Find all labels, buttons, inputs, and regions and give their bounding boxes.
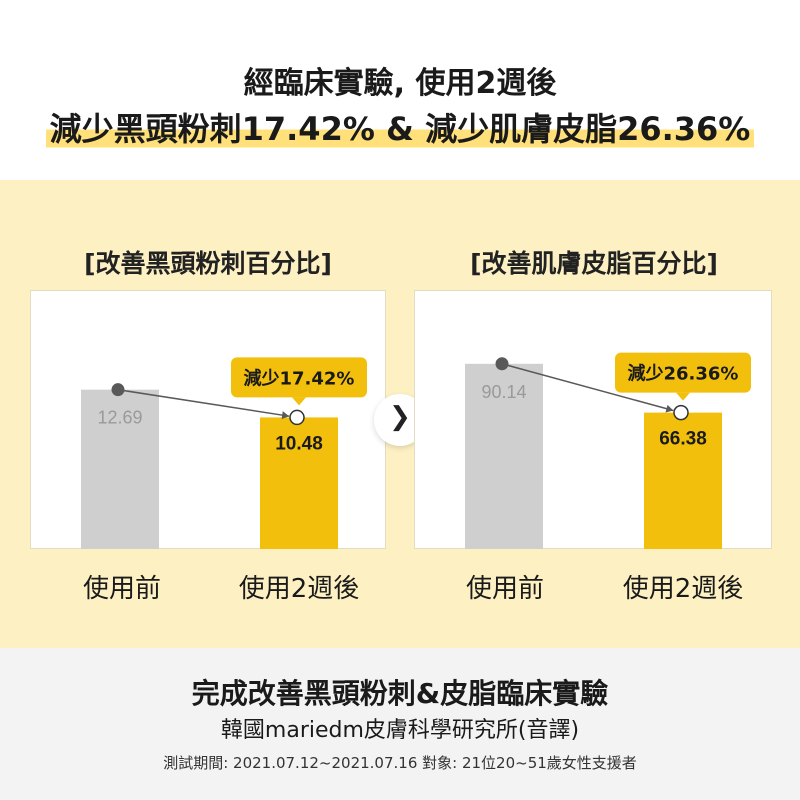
callout-tail-sebum — [676, 392, 690, 401]
chart-panel-sebum: 90.14 66.38 減少26.36% — [414, 290, 772, 549]
value-label-before-sebum: 90.14 — [481, 382, 526, 402]
callout-text-blackheads: 減少17.42% — [244, 367, 355, 389]
footer-source: 韓國mariedm皮膚科學研究所(音譯) — [220, 718, 580, 743]
chart-panel-blackheads: 12.69 10.48 減少17.42% — [30, 290, 386, 549]
chart-title-blackheads: [改善黑頭粉刺百分比] — [84, 249, 332, 278]
footer-section — [0, 648, 800, 800]
footer-title: 完成改善黑頭粉刺&皮脂臨床實驗 — [191, 677, 609, 710]
trend-arrowhead-sebum — [665, 404, 674, 413]
bar-after-blackheads — [260, 417, 338, 549]
point-before-blackheads — [111, 383, 125, 397]
headline-primary: 經臨床實驗, 使用2週後 — [243, 66, 557, 101]
point-before-sebum — [495, 357, 509, 371]
category-label-after-sebum: 使用2週後 — [622, 574, 744, 604]
callout-tail-blackheads — [292, 397, 306, 406]
bar-before-blackheads — [81, 389, 159, 549]
category-label-before-sebum: 使用前 — [465, 574, 544, 604]
callout-blackheads: 減少17.42% — [231, 357, 367, 406]
chart-blackheads: 12.69 10.48 減少17.42% — [81, 357, 367, 549]
callout-box-sebum — [615, 352, 751, 393]
category-label-before-blackheads: 使用前 — [82, 574, 161, 604]
callout-text-sebum: 減少26.36% — [628, 363, 739, 385]
category-label-after-blackheads: 使用2週後 — [238, 574, 360, 604]
value-label-after-blackheads: 10.48 — [275, 433, 323, 454]
trend-line-sebum — [501, 363, 674, 412]
value-label-before-blackheads: 12.69 — [97, 408, 142, 428]
chart-title-sebum: [改善肌膚皮脂百分比] — [470, 249, 718, 278]
callout-sebum: 減少26.36% — [615, 352, 751, 401]
value-label-after-sebum: 66.38 — [659, 429, 707, 450]
point-after-sebum — [673, 404, 689, 421]
callout-box-blackheads — [231, 357, 367, 398]
headline-secondary-wrap: 減少黑頭粉刺17.42% & 減少肌膚皮脂26.36% — [0, 104, 800, 150]
point-after-blackheads — [289, 409, 305, 426]
bar-before-sebum — [465, 363, 543, 549]
trend-line-blackheads — [117, 388, 290, 417]
headline-secondary: 減少黑頭粉刺17.42% & 減少肌膚皮脂26.36% — [45, 104, 755, 150]
header-section — [0, 0, 800, 180]
chart-sebum: 90.14 66.38 減少26.36% — [465, 352, 751, 549]
bar-after-sebum — [644, 412, 722, 549]
trend-arrowhead-blackheads — [281, 411, 290, 420]
footer-note: 測試期間: 2021.07.12~2021.07.16 對象: 21位20~51… — [163, 754, 637, 772]
